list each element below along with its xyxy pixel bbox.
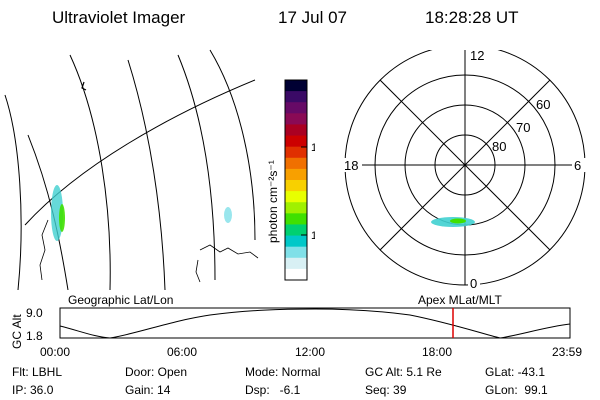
altitude-curve [59,308,571,339]
orbit-left-title: Geographic Lat/Lon [68,293,173,307]
orbit-plot: Geographic Lat/Lon Apex MLat/MLT GC Alt … [10,293,582,359]
map-boundary-line [4,94,22,290]
polar-label-bottom: 0 [470,276,477,290]
colorbar-segment [285,113,307,125]
date-label: 17 Jul 07 [278,8,347,27]
instrument-title: Ultraviolet Imager [52,8,186,27]
colorbar-segment [285,168,307,181]
colorbar-unit-label: photon cm⁻²s⁻¹ [266,160,280,243]
polar-plot: 12 18 6 0 60 70 80 [342,50,586,290]
geographic-map [4,49,259,290]
polar-lat-label-70: 70 [516,120,530,135]
colorbar-segment [285,180,307,192]
colorbar-segment [285,202,307,214]
orbit-xtick: 23:59 [552,345,582,359]
polar-label-left: 18 [344,158,358,173]
colorbar-segment [285,124,307,137]
orbit-right-title: Apex MLat/MLT [418,293,502,307]
polar-lat-label-60: 60 [536,97,550,112]
info-flt: Flt: LBHL [12,365,63,379]
orbit-xtick: 06:00 [167,345,197,359]
polar-label-top: 12 [470,50,484,63]
info-glat: GLat: -43.1 [485,365,546,379]
colorbar-tick-100: 100 [311,142,315,154]
coastline [39,219,49,281]
orbit-ylabel: GC Alt [10,314,24,349]
time-label: 18:28:28 UT [425,8,519,27]
info-mode: Mode: Normal [245,365,321,379]
colorbar-segment [285,135,307,148]
colorbar-segment [285,80,307,92]
colorbar-segment [285,224,307,237]
meridian-line [177,54,216,281]
colorbar-segment [285,257,307,270]
info-glon: GLon: 99.1 [485,383,548,397]
orbit-ytick-min: 1.8 [26,329,43,343]
orbit-xtick: 12:00 [295,345,325,359]
coastline [81,81,87,91]
info-gc-alt: GC Alt: 5.1 Re [365,365,442,379]
info-ip: IP: 36.0 [12,383,54,397]
colorbar-segment [285,91,307,103]
info-seq: Seq: 39 [365,383,407,397]
coastline [199,244,259,259]
colorbar-segment [285,157,307,170]
meridian-line [209,49,256,241]
colorbar: 100 10 photon cm⁻²s⁻¹ [266,79,315,281]
orbit-plot-frame [59,307,571,339]
meridian-line [127,59,166,290]
colorbar-segment [285,213,307,225]
info-door: Door: Open [125,365,188,379]
polar-aurora-core [450,218,466,224]
orbit-xtick: 00:00 [40,345,70,359]
coastline [195,259,201,283]
colorbar-tick-10: 10 [311,230,315,242]
info-dsp: Dsp: -6.1 [245,383,301,397]
colorbar-segment [285,191,307,203]
polar-lat-label-80: 80 [492,139,506,154]
info-gain: Gain: 14 [125,383,171,397]
colorbar-segment [285,268,307,281]
colorbar-segment [285,146,307,159]
aurora-emission-faint [224,207,232,223]
meridian-line [69,54,111,290]
colorbar-segment [285,102,307,114]
aurora-emission-core [59,204,65,232]
orbit-ytick-max: 9.0 [26,306,43,320]
colorbar-segment [285,235,307,248]
colorbar-segment [285,246,307,259]
polar-diagonal [379,79,551,251]
polar-label-right: 6 [574,158,581,173]
orbit-xtick: 18:00 [422,345,452,359]
latitude-line [24,79,256,226]
